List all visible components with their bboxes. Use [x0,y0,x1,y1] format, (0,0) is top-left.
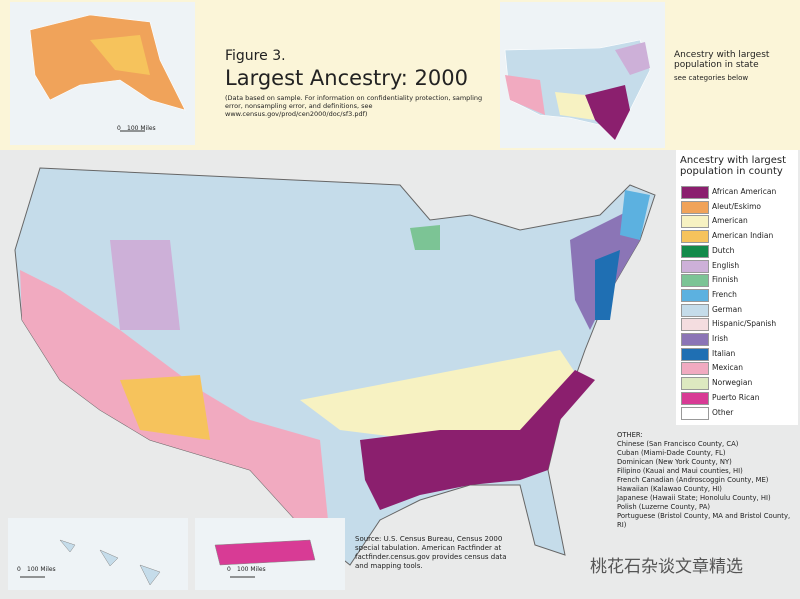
legend-label: Irish [712,334,729,343]
legend-label: American Indian [712,231,774,241]
alaska-region [90,35,150,75]
legend-swatch [681,406,709,420]
legend-swatch [681,303,709,317]
source: Source: U.S. Census Bureau, Census 2000 … [355,535,507,570]
legend-label: Dutch [712,245,735,255]
finnish-region [410,225,440,250]
state-inset-english [615,42,650,75]
hawaii-inset [8,518,188,590]
state-inset-african-american [585,85,630,140]
legend-swatch [681,215,709,229]
state-inset-mexican [505,75,545,115]
legend-swatch [681,186,709,199]
legend-title: Ancestry with largest population in coun… [680,155,787,177]
english-region [110,240,180,330]
other-item: Japanese (Hawaii State; Honolulu County,… [617,494,771,502]
legend-label: Italian [712,348,736,358]
legend-label: French [712,289,737,299]
scale-label: 100 Miles [237,566,266,573]
state-inset-subtitle: see categories below [674,74,749,82]
legend-swatch [681,333,709,346]
legend-label: English [712,260,740,270]
legend-label: African American [712,187,777,196]
other-item: Filipino (Kauai and Maui counties, HI) [617,467,743,475]
watermark: 桃花石杂谈文章精选 [590,557,743,577]
legend-label: Finnish [712,275,739,285]
state-inset-title: Ancestry with largest population in stat… [674,50,770,70]
legend-label: Aleut/Eskimo [712,201,762,211]
scale-label: 0 [17,566,21,573]
legend-swatch [681,391,709,405]
other-item: Hawaiian (Kalawao County, HI) [617,485,722,493]
legend-swatch [681,347,709,361]
french-region [620,190,650,240]
african-american-region [360,370,595,510]
scale-label: 0 [117,125,121,132]
legend-swatch [681,200,709,214]
legend-swatch [681,318,709,332]
legend-label: Other [712,407,734,417]
american-region [300,350,580,440]
figure-label: Figure 3. [225,48,286,64]
legend-swatch [681,288,709,302]
other-heading: OTHER: [617,431,643,439]
italian-region [595,250,620,320]
legend-swatch [681,377,709,391]
state-inset-american [555,92,595,120]
legend-swatch [681,362,709,376]
other-item: Portuguese (Bristol County, MA and Brist… [617,512,791,529]
alaska-land [29,14,186,111]
other-item: Chinese (San Francisco County, CA) [617,440,739,448]
legend-label: Norwegian [712,378,753,388]
american-indian-region [120,375,210,440]
legend-swatch [681,274,709,288]
other-item: Dominican (New York County, NY) [617,458,732,466]
scale-label: 0 [227,566,231,573]
legend-label: Hispanic/Spanish [712,319,777,329]
scale-label: 100 Miles [27,566,56,573]
hawaii-islands [59,539,161,586]
legend-swatch [681,244,709,258]
legend-label: German [712,304,743,314]
legend-label: American [712,216,748,226]
title: Largest Ancestry: 2000 [225,66,468,90]
note: (Data based on sample. For information o… [225,94,483,118]
other-item: Polish (Luzerne County, PA) [617,503,710,511]
other-item: Cuban (Miami-Dade County, FL) [617,449,726,457]
puerto-rico-land [214,539,316,566]
scale-label: 100 Miles [127,125,156,132]
legend-swatch [681,259,709,273]
other-list: OTHER: Chinese (San Francisco County, CA… [617,431,800,530]
legend-swatch [681,230,709,244]
other-item: French Canadian (Androscoggin County, ME… [617,476,769,484]
legend-label: Puerto Rican [712,392,760,402]
legend-label: Mexican [712,363,743,373]
